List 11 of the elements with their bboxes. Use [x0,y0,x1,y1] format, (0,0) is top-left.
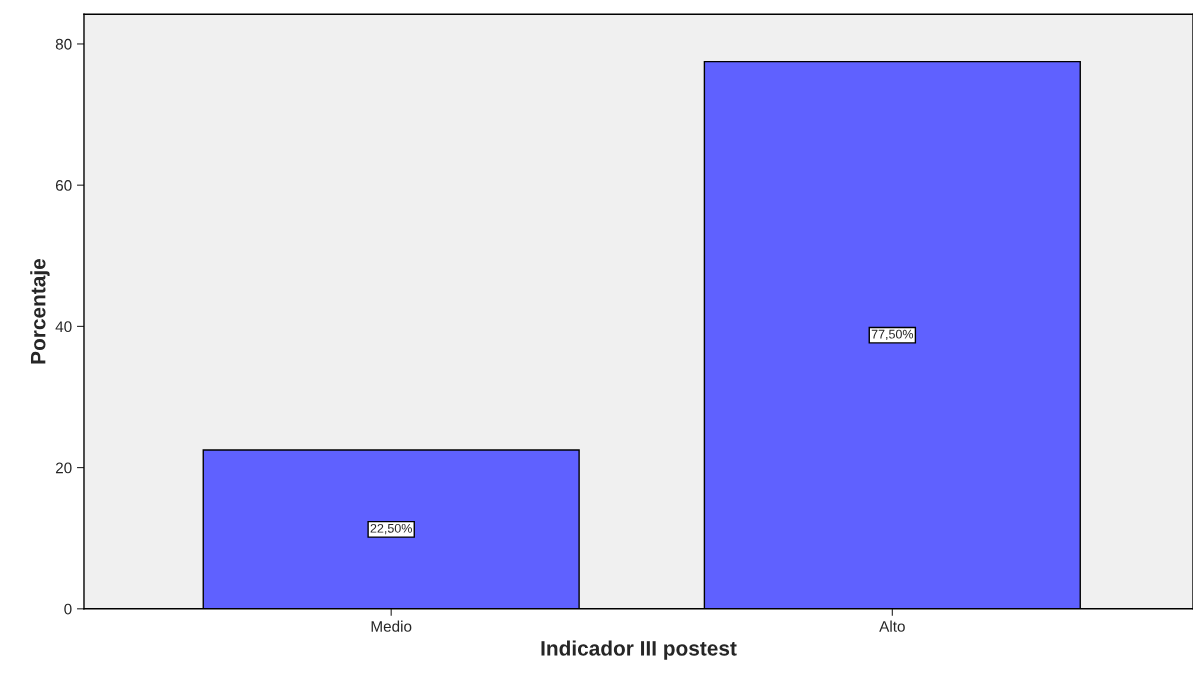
y-tick-label: 80 [55,38,72,50]
x-tick-label: Medio [371,620,412,632]
data-label: 77,50% [871,329,914,341]
y-tick-label: 60 [55,180,72,191]
x-axis-title: Indicador III postest [541,640,737,660]
x-tick-label: Alto [879,620,905,632]
y-tick-label: 20 [55,462,72,474]
y-tick-label: 0 [64,603,72,615]
y-axis-title: Porcentaje [30,259,50,364]
data-label: 22,50% [370,523,412,535]
y-tick-label: 40 [55,321,72,333]
